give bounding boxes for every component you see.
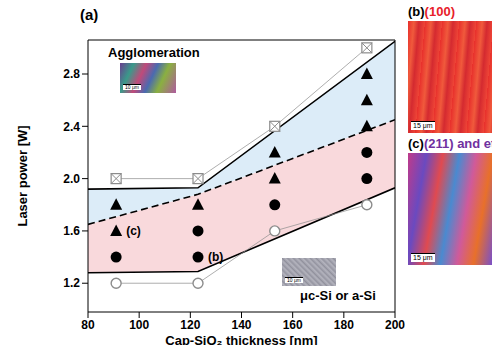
html-text:Agglomeration: Agglomeration <box>108 45 200 60</box>
svg-text:140: 140 <box>231 318 251 332</box>
html-text:10 μm: 10 μm <box>287 276 301 283</box>
svg-text:180: 180 <box>334 318 354 332</box>
html-text:μc-Si or a-Si: μc-Si or a-Si <box>300 288 376 303</box>
svg-text:80: 80 <box>81 318 95 332</box>
svg-text:1.2: 1.2 <box>63 276 80 290</box>
svg-text:1.6: 1.6 <box>63 224 80 238</box>
svg-text:100: 100 <box>129 318 149 332</box>
svg-text:120: 120 <box>180 318 200 332</box>
html-text:(a): (a) <box>80 6 99 23</box>
svg-text:2.0: 2.0 <box>63 172 80 186</box>
html-text:10 μm: 10 μm <box>125 83 139 90</box>
svg-text:160: 160 <box>283 318 303 332</box>
svg-text:2.8: 2.8 <box>63 67 80 81</box>
svg-text:(b): (b) <box>208 250 223 264</box>
svg-text:2.4: 2.4 <box>63 120 80 134</box>
html-text:(c): (c) <box>408 136 424 151</box>
html-text:15 μm: 15 μm <box>413 122 433 130</box>
html-text:(b) (100): (b) (100) <box>408 4 455 19</box>
svg-text:Cap-SiO₂ thickness [nm]: Cap-SiO₂ thickness [nm] <box>165 333 317 345</box>
html-text:15 μm: 15 μm <box>413 254 433 262</box>
svg-text:200: 200 <box>385 318 405 332</box>
svg-text:Laser power [W]: Laser power [W] <box>15 125 30 226</box>
svg-text:(c): (c) <box>126 224 141 238</box>
